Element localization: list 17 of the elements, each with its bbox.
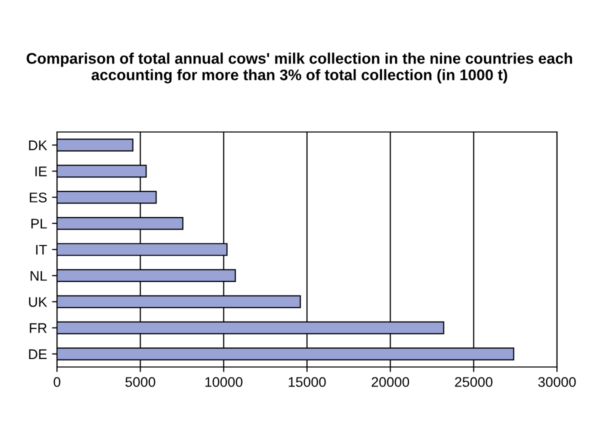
y-tick-label: UK (29, 297, 48, 307)
x-tick-label: 20000 (372, 377, 410, 387)
x-tick-label: 15000 (288, 377, 326, 387)
y-tick-label: IT (36, 244, 47, 255)
y-tick-label: NL (30, 271, 47, 281)
y-tick-label: IE (35, 166, 47, 176)
x-tick-label: 5000 (125, 377, 156, 387)
chart-title: Comparison of total annual cows' milk collection in the nine countries each accounting for more than 3% of total collection (in 1000 t) (26, 52, 572, 84)
y-tick-label: PL (31, 218, 47, 228)
x-tick-label: 30000 (538, 377, 576, 387)
x-tick-label: 25000 (455, 377, 492, 387)
y-tick-label: DK (29, 140, 48, 150)
y-tick-label: FR (30, 323, 47, 333)
y-tick-label: DE (29, 349, 47, 359)
y-tick-label: ES (30, 192, 47, 202)
x-tick-label: 0 (54, 377, 60, 387)
x-tick-label: 10000 (205, 377, 242, 387)
